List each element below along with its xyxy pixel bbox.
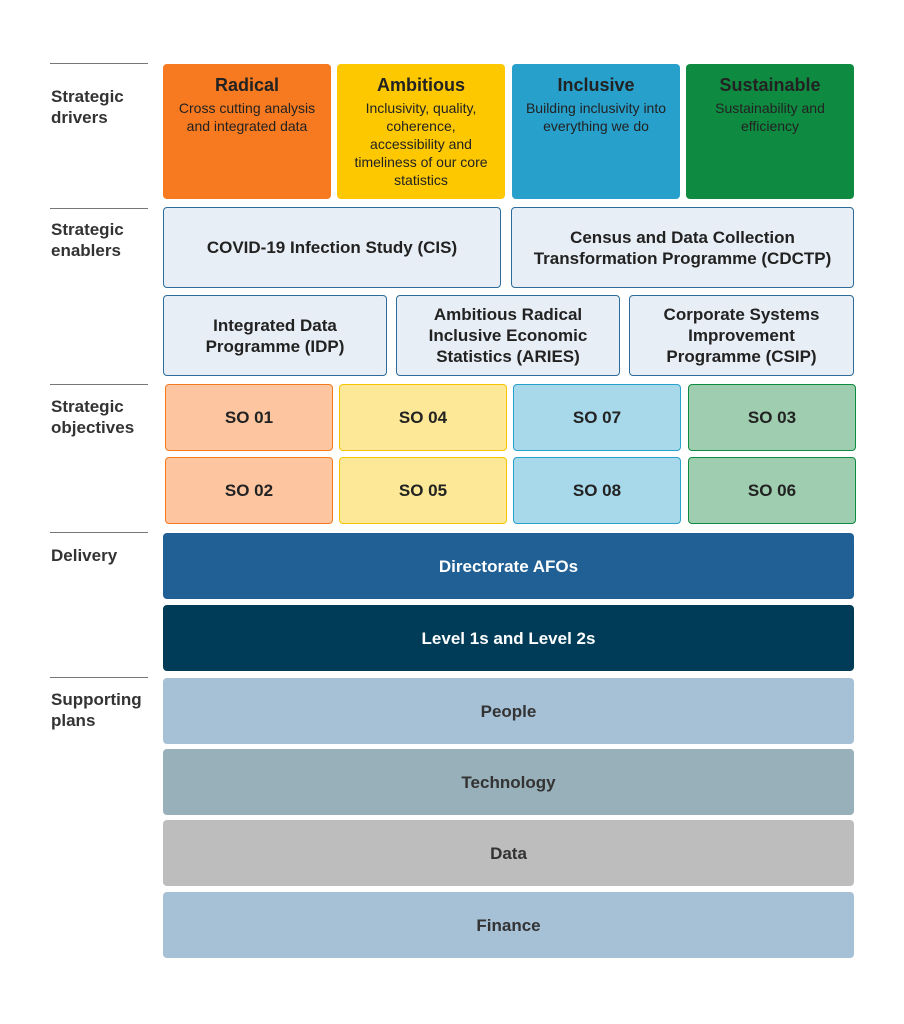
enabler-text: Census and Data Collection Transformatio… bbox=[533, 227, 832, 268]
driver-text: Sustainability and efficiency bbox=[715, 100, 825, 134]
delivery-band: Directorate AFOs bbox=[163, 533, 854, 599]
enabler-box: Ambitious Radical Inclusive Economic Sta… bbox=[396, 295, 620, 376]
objective-text: SO 02 bbox=[224, 481, 274, 500]
objective-box: SO 05 bbox=[339, 457, 507, 524]
driver-box: Sustainable Sustainability and efficiency bbox=[686, 64, 854, 199]
rule bbox=[50, 384, 148, 385]
section-label: Strategic drivers bbox=[51, 87, 124, 127]
objective-text: SO 06 bbox=[747, 481, 797, 500]
plan-band: Data bbox=[163, 820, 854, 886]
section-label: Strategic objectives bbox=[51, 397, 135, 437]
section-label: Supporting plans bbox=[51, 690, 142, 730]
enabler-text: COVID-19 Infection Study (CIS) bbox=[206, 238, 458, 257]
driver-box: Radical Cross cutting analysis and integr… bbox=[163, 64, 331, 199]
delivery-band: Level 1s and Level 2s bbox=[163, 605, 854, 671]
objective-text: SO 01 bbox=[224, 408, 274, 427]
enabler-text: Integrated Data Programme (IDP) bbox=[205, 315, 345, 356]
driver-box: Inclusive Building inclusivity into every… bbox=[512, 64, 680, 199]
enabler-box: Census and Data Collection Transformatio… bbox=[511, 207, 854, 288]
objective-text: SO 04 bbox=[398, 408, 448, 427]
driver-title: Sustainable bbox=[719, 75, 821, 95]
objective-box: SO 03 bbox=[688, 384, 856, 451]
plan-band: Technology bbox=[163, 749, 854, 815]
driver-title: Radical bbox=[214, 75, 280, 95]
objective-box: SO 04 bbox=[339, 384, 507, 451]
driver-title: Inclusive bbox=[557, 75, 635, 95]
rule bbox=[50, 208, 148, 209]
objective-box: SO 08 bbox=[513, 457, 681, 524]
driver-title: Ambitious bbox=[377, 75, 465, 95]
enabler-box: COVID-19 Infection Study (CIS) bbox=[163, 207, 501, 288]
driver-box: Ambitious Inclusivity, quality, coherence… bbox=[337, 64, 505, 199]
objective-text: SO 03 bbox=[747, 408, 797, 427]
plan-text: Data bbox=[490, 843, 527, 863]
section-label: Strategic enablers bbox=[51, 220, 124, 260]
enabler-text: Corporate Systems Improvement Programme … bbox=[663, 305, 820, 366]
delivery-text: Directorate AFOs bbox=[438, 556, 579, 576]
rule bbox=[50, 63, 148, 64]
plan-band: Finance bbox=[163, 892, 854, 958]
plan-text: People bbox=[480, 701, 537, 721]
objective-box: SO 07 bbox=[513, 384, 681, 451]
rule bbox=[50, 532, 148, 533]
objective-text: SO 08 bbox=[572, 481, 622, 500]
enabler-box: Corporate Systems Improvement Programme … bbox=[629, 295, 854, 376]
objective-text: SO 07 bbox=[572, 408, 622, 427]
objective-box: SO 06 bbox=[688, 457, 856, 524]
enabler-box: Integrated Data Programme (IDP) bbox=[163, 295, 387, 376]
objective-text: SO 05 bbox=[398, 481, 448, 500]
objective-box: SO 02 bbox=[165, 457, 333, 524]
enabler-text: Ambitious Radical Inclusive Economic Sta… bbox=[428, 305, 588, 366]
driver-text: Building inclusivity into everything we … bbox=[525, 100, 667, 134]
rule bbox=[50, 677, 148, 678]
driver-text: Inclusivity, quality, coherence, accessi… bbox=[354, 100, 488, 188]
plan-text: Finance bbox=[476, 915, 541, 935]
plan-band: People bbox=[163, 678, 854, 744]
objective-box: SO 01 bbox=[165, 384, 333, 451]
delivery-text: Level 1s and Level 2s bbox=[421, 628, 596, 648]
section-label: Delivery bbox=[51, 546, 118, 565]
driver-text: Cross cutting analysis and integrated da… bbox=[178, 100, 316, 134]
plan-text: Technology bbox=[461, 772, 556, 792]
